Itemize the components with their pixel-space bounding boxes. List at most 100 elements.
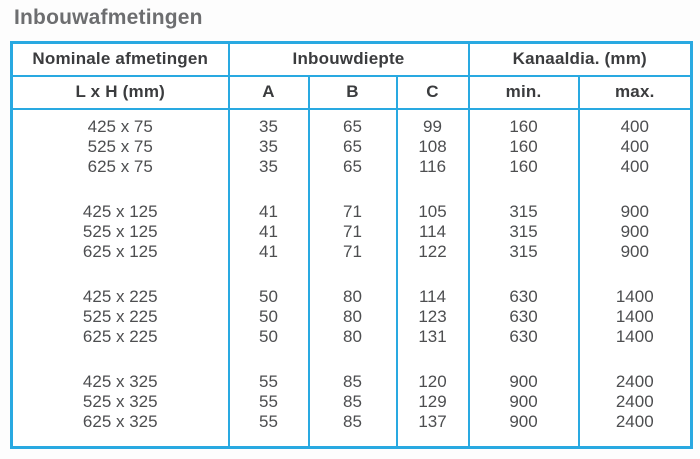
cell-max: 2400: [577, 371, 693, 392]
cell-b: 85: [307, 371, 398, 392]
cell-max: 400: [577, 156, 693, 177]
cell-lxh: 625 x 125: [10, 241, 230, 262]
column-header-c: C: [395, 74, 470, 110]
cell-b: 71: [307, 221, 398, 242]
table-row: 525 x 75 35 65 108 160 400: [10, 136, 693, 157]
cell-b: 65: [307, 156, 398, 177]
cell-c: 116: [395, 156, 470, 177]
cell-min: 900: [467, 371, 580, 392]
cell-a: 50: [227, 306, 310, 327]
cell-b: 85: [307, 391, 398, 412]
spacer-cell: [467, 431, 580, 448]
cell-max: 1400: [577, 306, 693, 327]
spacer-cell: [307, 261, 398, 287]
cell-a: 35: [227, 156, 310, 177]
cell-c: 120: [395, 371, 470, 392]
column-header-a: A: [227, 74, 310, 110]
cell-lxh: 525 x 225: [10, 306, 230, 327]
cell-a: 41: [227, 221, 310, 242]
section-header-kanaaldia: Kanaaldia. (mm): [467, 41, 693, 77]
cell-c: 129: [395, 391, 470, 412]
spacer-cell: [10, 346, 230, 372]
cell-min: 630: [467, 286, 580, 307]
table-header: Nominale afmetingen Inbouwdiepte Kanaald…: [10, 41, 693, 110]
cell-a: 35: [227, 136, 310, 157]
cell-max: 2400: [577, 411, 693, 432]
table-row: 525 x 325 55 85 129 900 2400: [10, 391, 693, 412]
cell-b: 85: [307, 411, 398, 432]
spacer-cell: [395, 176, 470, 202]
cell-c: 137: [395, 411, 470, 432]
cell-lxh: 425 x 325: [10, 371, 230, 392]
spacer-cell: [10, 261, 230, 287]
cell-b: 71: [307, 241, 398, 262]
column-header-max: max.: [577, 74, 693, 110]
cell-b: 80: [307, 326, 398, 347]
column-header-lxh: L x H (mm): [10, 74, 230, 110]
cell-c: 99: [395, 116, 470, 137]
cell-a: 55: [227, 391, 310, 412]
cell-min: 630: [467, 306, 580, 327]
table-row: 625 x 75 35 65 116 160 400: [10, 156, 693, 177]
cell-c: 122: [395, 241, 470, 262]
spacer-cell: [307, 346, 398, 372]
section-header-nominale-afmetingen: Nominale afmetingen: [10, 41, 230, 77]
cell-c: 131: [395, 326, 470, 347]
cell-b: 80: [307, 286, 398, 307]
cell-lxh: 525 x 325: [10, 391, 230, 412]
spacer-cell: [395, 431, 470, 448]
table-row: 425 x 325 55 85 120 900 2400: [10, 371, 693, 392]
cell-max: 400: [577, 136, 693, 157]
cell-a: 35: [227, 116, 310, 137]
cell-min: 315: [467, 241, 580, 262]
cell-lxh: 525 x 75: [10, 136, 230, 157]
cell-lxh: 625 x 75: [10, 156, 230, 177]
cell-min: 900: [467, 391, 580, 412]
cell-max: 1400: [577, 286, 693, 307]
cell-lxh: 425 x 75: [10, 116, 230, 137]
spacer-cell: [395, 108, 470, 117]
cell-c: 114: [395, 221, 470, 242]
group-gap: [10, 261, 693, 287]
cell-min: 900: [467, 411, 580, 432]
table-row: 425 x 225 50 80 114 630 1400: [10, 286, 693, 307]
table-row: 625 x 325 55 85 137 900 2400: [10, 411, 693, 432]
cell-b: 65: [307, 136, 398, 157]
spacer-cell: [467, 176, 580, 202]
table-body: 425 x 75 35 65 99 160 400 525 x 75 35 65 108 160 40…: [10, 108, 693, 448]
spacer-cell: [577, 108, 693, 117]
cell-max: 900: [577, 241, 693, 262]
cell-b: 65: [307, 116, 398, 137]
page-title: Inbouwafmetingen: [14, 6, 203, 29]
section-header-row: Nominale afmetingen Inbouwdiepte Kanaald…: [10, 41, 693, 77]
spacer-cell: [467, 261, 580, 287]
column-header-row: L x H (mm) A B C min. max.: [10, 74, 693, 110]
table-row: 625 x 125 41 71 122 315 900: [10, 241, 693, 262]
cell-min: 160: [467, 156, 580, 177]
cell-max: 2400: [577, 391, 693, 412]
cell-a: 41: [227, 241, 310, 262]
spacer-cell: [307, 431, 398, 448]
cell-c: 105: [395, 201, 470, 222]
cell-c: 123: [395, 306, 470, 327]
cell-lxh: 425 x 225: [10, 286, 230, 307]
cell-min: 630: [467, 326, 580, 347]
cell-min: 315: [467, 221, 580, 242]
table-bottom-padding: [10, 431, 693, 448]
cell-max: 400: [577, 116, 693, 137]
cell-c: 108: [395, 136, 470, 157]
spacer-cell: [395, 261, 470, 287]
cell-lxh: 625 x 225: [10, 326, 230, 347]
cell-lxh: 525 x 125: [10, 221, 230, 242]
spacer-cell: [227, 176, 310, 202]
cell-min: 160: [467, 116, 580, 137]
spacer-cell: [227, 431, 310, 448]
cell-a: 55: [227, 411, 310, 432]
cell-max: 900: [577, 201, 693, 222]
cell-min: 160: [467, 136, 580, 157]
spacer-cell: [307, 176, 398, 202]
spacer-cell: [227, 108, 310, 117]
spacer-cell: [467, 108, 580, 117]
column-header-b: B: [307, 74, 398, 110]
cell-b: 80: [307, 306, 398, 327]
